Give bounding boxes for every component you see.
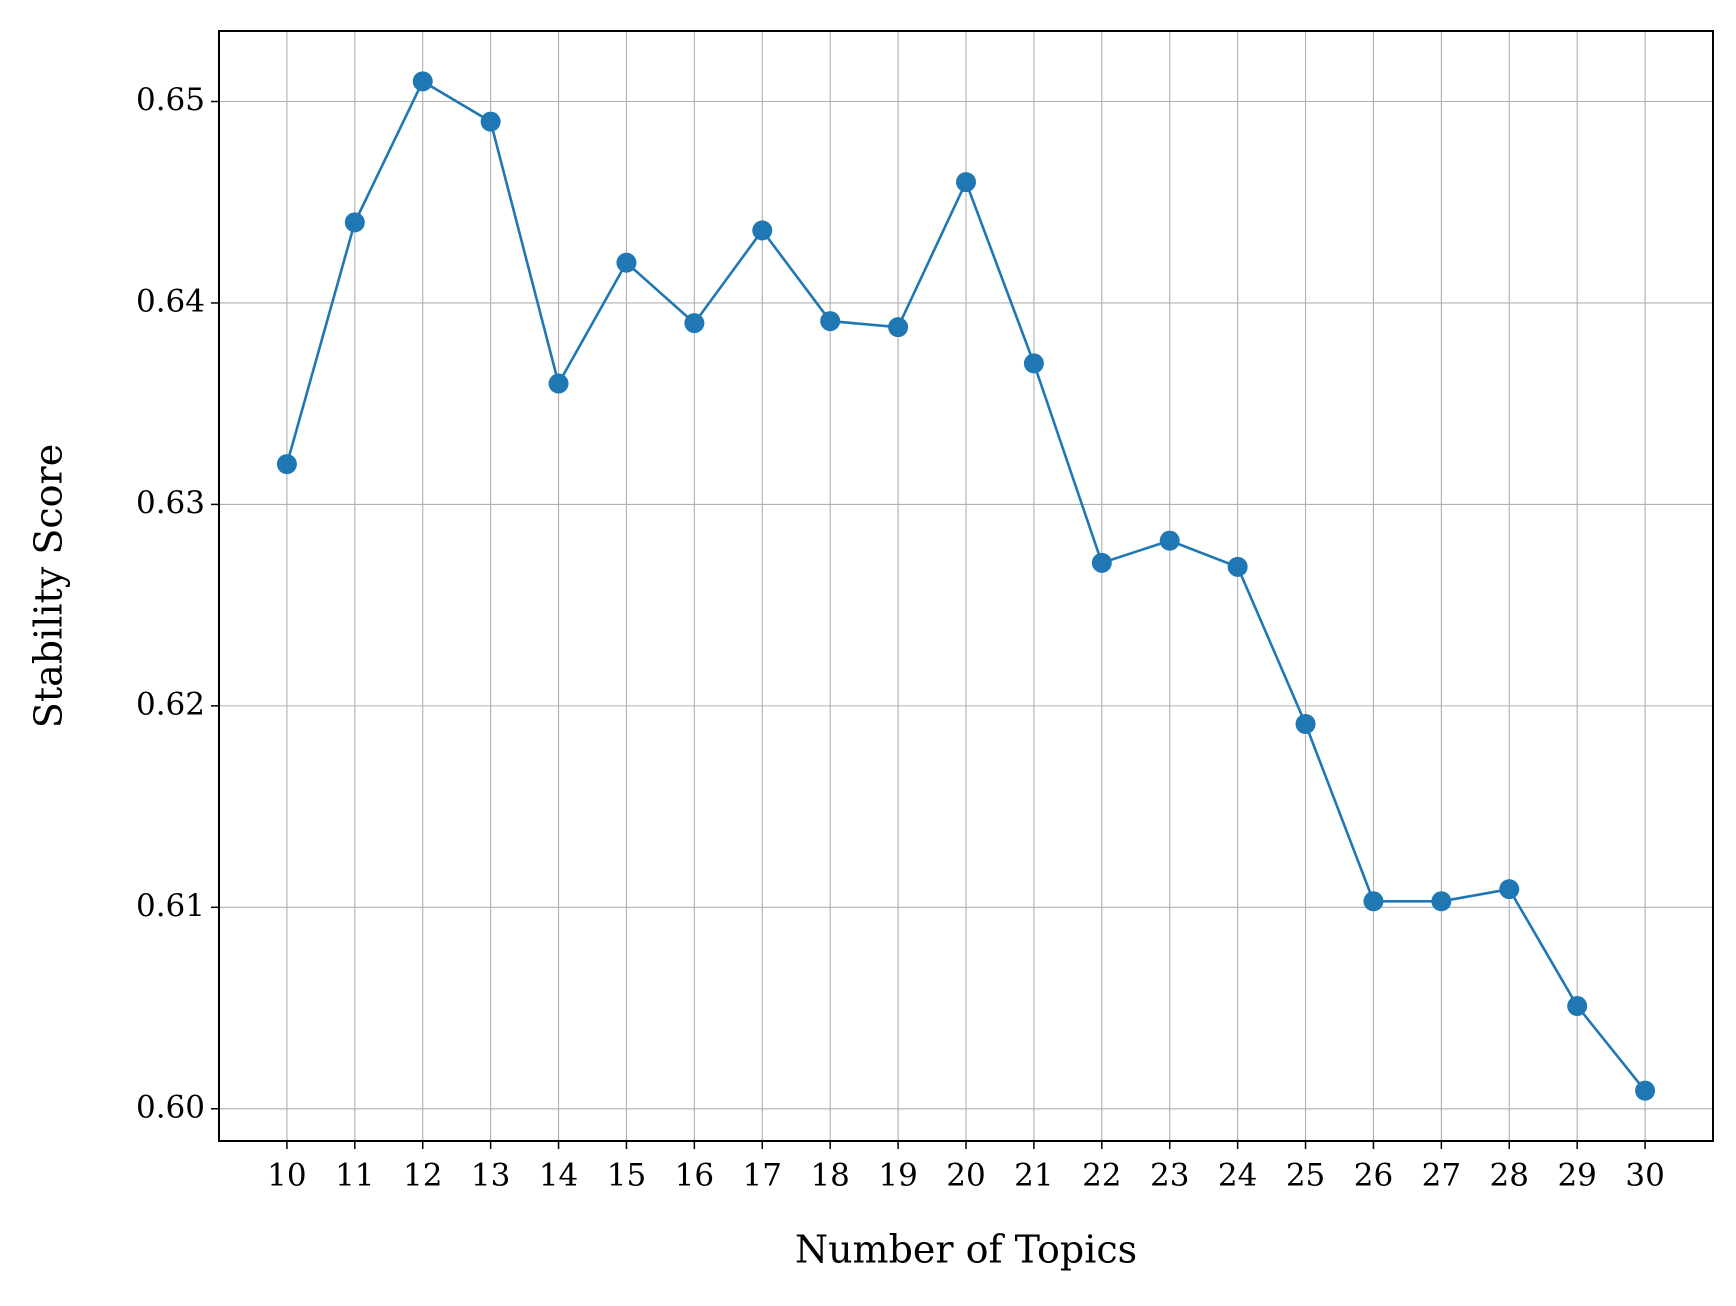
x-tick-label: 30 (1625, 1158, 1664, 1194)
data-point (1499, 879, 1520, 900)
x-tick-label: 21 (1014, 1158, 1053, 1194)
data-point (480, 111, 501, 132)
data-point (1295, 713, 1316, 734)
x-tick-label: 17 (743, 1158, 782, 1194)
x-tick-label: 13 (471, 1158, 510, 1194)
data-point (1363, 891, 1384, 912)
x-tick-label: 24 (1218, 1158, 1257, 1194)
x-tick-label: 25 (1286, 1158, 1325, 1194)
y-tick-label: 0.61 (136, 888, 205, 924)
data-point (820, 311, 841, 332)
x-tick-label: 11 (335, 1158, 374, 1194)
x-tick-label: 29 (1557, 1158, 1596, 1194)
data-point (344, 212, 365, 233)
y-tick-label: 0.60 (136, 1089, 205, 1125)
data-point (276, 454, 297, 475)
x-tick-label: 15 (607, 1158, 646, 1194)
y-tick-label: 0.65 (136, 82, 205, 118)
x-tick-label: 27 (1422, 1158, 1461, 1194)
plot-layer (276, 71, 1656, 1101)
data-point (1567, 996, 1588, 1017)
x-tick-label: 14 (539, 1158, 578, 1194)
data-point (548, 373, 569, 394)
x-tick-label: 28 (1490, 1158, 1529, 1194)
x-axis-label: Number of Topics (795, 1228, 1137, 1272)
x-tick-label: 22 (1082, 1158, 1121, 1194)
y-tick-label: 0.64 (136, 283, 205, 319)
y-axis-label: Stability Score (27, 444, 71, 728)
x-tick-label: 20 (946, 1158, 985, 1194)
grid-layer (219, 31, 1713, 1141)
data-point (1431, 891, 1452, 912)
data-point (412, 71, 433, 92)
data-point (1635, 1080, 1656, 1101)
data-point (1091, 552, 1112, 573)
x-tick-label: 23 (1150, 1158, 1189, 1194)
data-point (888, 317, 909, 338)
x-tick-label: 26 (1354, 1158, 1393, 1194)
data-point (752, 220, 773, 241)
y-tick-label: 0.62 (136, 686, 205, 722)
x-tick-label: 12 (403, 1158, 442, 1194)
data-point (1227, 556, 1248, 577)
data-point (956, 172, 976, 193)
data-point (684, 313, 705, 334)
x-tick-label: 16 (675, 1158, 714, 1194)
data-point (1023, 353, 1044, 374)
data-point (616, 252, 637, 273)
y-tick-label: 0.63 (136, 485, 205, 521)
x-tick-label: 19 (878, 1158, 917, 1194)
data-point (1159, 530, 1180, 551)
x-tick-label: 10 (267, 1158, 306, 1194)
x-tick-label: 18 (810, 1158, 849, 1194)
